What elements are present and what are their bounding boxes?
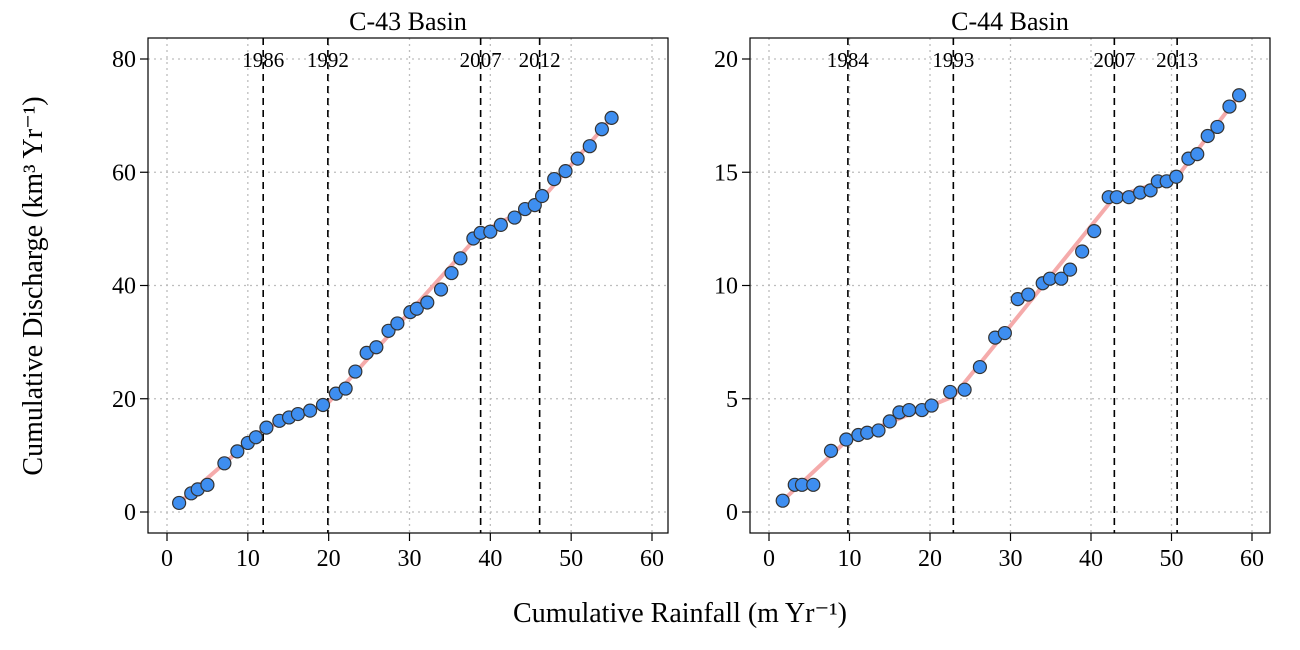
y-tick-label: 0 — [124, 500, 136, 526]
y-tick-label: 0 — [726, 500, 738, 526]
data-point — [248, 430, 264, 445]
x-tick-label: 40 — [478, 546, 502, 572]
panel-c43: C-43 Basin 0 10 20 30 40 50 60 0 20 40 60 80 1986 1992… — [112, 7, 669, 572]
data-point — [444, 265, 459, 281]
data-point — [1222, 99, 1237, 114]
data-point — [582, 139, 597, 154]
y-tick-label: 15 — [714, 160, 738, 186]
data-point — [453, 251, 468, 266]
data-point — [369, 340, 384, 355]
data-point — [775, 493, 790, 508]
data-point — [315, 397, 331, 413]
data-point — [1210, 119, 1225, 135]
data-point — [1190, 147, 1205, 162]
data-point — [594, 122, 609, 137]
breakpoint-year-label: 1992 — [307, 48, 349, 72]
breakpoint-year-label: 1984 — [827, 48, 870, 72]
data-point — [338, 381, 353, 396]
y-tick-label: 60 — [112, 160, 136, 186]
data-point — [558, 164, 573, 179]
x-axis-title: Cumulative Rainfall (m Yr⁻¹) — [513, 598, 847, 629]
data-point — [493, 217, 508, 233]
data-point — [972, 359, 988, 375]
data-point — [1054, 271, 1069, 286]
data-point — [839, 432, 854, 447]
breakpoint-year-label: 2007 — [1093, 48, 1135, 72]
x-tick-label: 20 — [918, 546, 942, 572]
y-tick-label: 5 — [726, 387, 738, 413]
x-tick-label: 0 — [161, 546, 173, 572]
data-point — [547, 171, 562, 187]
data-point — [1087, 224, 1102, 239]
data-point — [871, 423, 886, 438]
data-point — [348, 364, 363, 379]
data-point — [217, 456, 232, 471]
data-point — [924, 398, 939, 413]
data-point — [604, 110, 619, 125]
data-point — [957, 382, 972, 397]
data-point — [1169, 169, 1184, 184]
breakpoint-year-label: 1993 — [932, 48, 974, 72]
breakpoint-year-label: 1986 — [242, 48, 284, 72]
data-point — [1200, 128, 1215, 144]
x-tick-label: 10 — [236, 546, 260, 572]
data-point — [1062, 262, 1078, 277]
x-tick-label: 60 — [640, 546, 664, 572]
data-point — [230, 444, 245, 459]
x-tick-label: 50 — [1160, 546, 1184, 572]
data-point — [290, 406, 306, 422]
data-point — [507, 210, 522, 225]
x-tick-label: 30 — [398, 546, 422, 572]
breakpoint-year-label: 2013 — [1156, 48, 1198, 72]
y-tick-label: 80 — [112, 47, 136, 73]
data-point — [823, 443, 839, 458]
data-point — [943, 384, 958, 400]
x-tick-label: 20 — [317, 546, 341, 572]
data-point — [901, 402, 917, 418]
x-tick-label: 30 — [999, 546, 1023, 572]
data-point — [997, 325, 1012, 341]
y-tick-label: 20 — [714, 47, 738, 73]
data-point — [390, 316, 405, 331]
y-tick-label: 20 — [112, 387, 136, 413]
data-point — [1232, 88, 1247, 103]
data-point — [483, 224, 498, 239]
y-axis-title: Cumulative Discharge (km³ Yr⁻¹) — [18, 96, 49, 475]
data-point — [1075, 244, 1090, 259]
x-tick-label: 10 — [838, 546, 862, 572]
breakpoint-year-label: 2007 — [460, 48, 502, 72]
data-point — [882, 414, 897, 429]
data-point — [409, 301, 424, 316]
data-point — [433, 282, 449, 297]
x-tick-label: 50 — [559, 546, 583, 572]
data-point — [420, 295, 435, 310]
data-point — [1109, 190, 1124, 205]
data-point — [172, 495, 187, 511]
x-tick-label: 60 — [1240, 546, 1264, 572]
x-tick-label: 0 — [763, 546, 775, 572]
breakpoint-year-label: 2012 — [519, 48, 561, 72]
panel-c44: C-44 Basin 0 10 20 30 40 50 60 0 5 10 15 20 1984 1993 2… — [714, 7, 1271, 572]
y-tick-label: 10 — [714, 274, 738, 300]
y-tick-label: 40 — [112, 274, 136, 300]
x-tick-label: 40 — [1079, 546, 1103, 572]
data-point — [806, 477, 821, 492]
panel-title: C-44 Basin — [951, 7, 1069, 36]
data-point — [302, 403, 318, 418]
data-point — [200, 477, 215, 492]
data-point — [570, 151, 585, 166]
panel-title: C-43 Basin — [349, 7, 467, 36]
data-point — [534, 188, 550, 204]
data-point — [259, 420, 274, 435]
data-point — [1021, 287, 1036, 302]
